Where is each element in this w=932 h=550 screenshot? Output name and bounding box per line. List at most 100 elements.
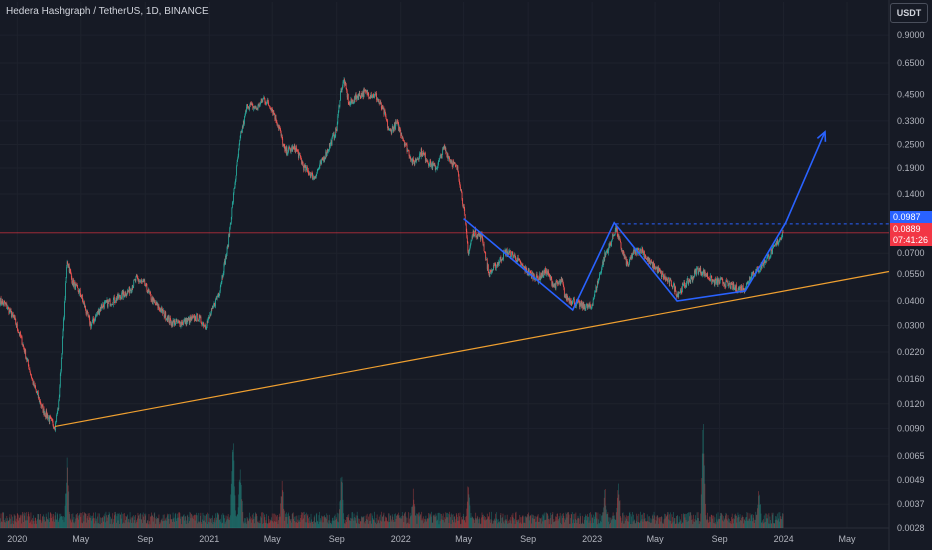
candle-body: [749, 277, 751, 281]
candle-body: [630, 257, 632, 259]
candle-body: [533, 273, 535, 277]
volume-bar: [28, 513, 30, 528]
candle-body: [497, 261, 499, 267]
candle-body: [385, 112, 386, 116]
volume-bar: [337, 521, 339, 528]
volume-bar: [530, 523, 532, 528]
volume-bar: [305, 513, 307, 528]
volume-bar: [68, 511, 70, 528]
candle-body: [203, 322, 204, 327]
volume-bar: [293, 516, 295, 528]
candle-body: [335, 127, 337, 131]
volume-bar: [529, 516, 531, 528]
volume-bar: [18, 520, 19, 528]
candle-body: [390, 129, 392, 130]
time-axis[interactable]: 2020 May Sep 2021 May Sep 2022 May Sep 2023 May Sep…: [7, 534, 856, 544]
candle-body: [375, 93, 377, 95]
candle-body: [365, 91, 367, 92]
candle-body: [750, 278, 752, 280]
volume-bar: [678, 516, 680, 528]
candle-body: [269, 105, 270, 107]
volume-bar: [135, 523, 137, 528]
volume-bar: [226, 518, 228, 528]
candle-body: [477, 233, 479, 235]
volume-bar: [249, 512, 251, 528]
candle-body: [556, 281, 557, 282]
volume-bar: [53, 519, 55, 528]
volume-bar: [47, 512, 49, 528]
volume-bar: [755, 511, 757, 528]
volume-bar: [216, 517, 217, 528]
volume-bar: [178, 517, 180, 528]
candle-body: [165, 319, 167, 321]
candle-body: [292, 146, 294, 148]
candle-body: [545, 273, 547, 275]
volume-bar: [512, 516, 513, 528]
candle-body: [131, 290, 133, 292]
candle-body: [485, 252, 487, 260]
candle-body: [770, 249, 772, 256]
volume-bar: [713, 515, 715, 528]
volume-bar: [239, 479, 241, 528]
candle-body: [334, 136, 336, 137]
volume-bar: [233, 443, 234, 528]
volume-bar: [338, 509, 340, 528]
candle-body: [479, 232, 481, 236]
candle-body: [660, 270, 662, 277]
candle-body: [474, 228, 476, 232]
volume-bar: [507, 523, 509, 528]
currency-unit-button[interactable]: USDT: [890, 3, 928, 23]
volume-bar: [594, 516, 596, 528]
candle-body: [401, 134, 403, 139]
candle-body: [385, 115, 387, 120]
volume-bar: [37, 513, 39, 528]
candle-body: [469, 246, 471, 249]
volume-bar: [9, 514, 11, 528]
price-axis[interactable]: 0.90000.65000.45000.33000.25000.19000.14…: [897, 30, 925, 533]
volume-bar: [407, 522, 408, 528]
candle-body: [394, 122, 396, 130]
candle-body: [336, 130, 338, 131]
candle-body: [193, 315, 195, 317]
candle-body: [255, 106, 256, 108]
candle-body: [646, 258, 648, 260]
candle-body: [248, 107, 250, 109]
candle-body: [54, 429, 56, 431]
volume-bar: [241, 499, 243, 528]
volume-bar: [236, 514, 238, 528]
candle-body: [711, 279, 713, 284]
candle-body: [419, 153, 420, 158]
candle-body: [363, 89, 365, 97]
volume-bar: [707, 512, 708, 528]
volume-bar: [464, 516, 466, 528]
volume-bar: [509, 522, 511, 528]
candle-body: [537, 277, 539, 283]
candle-body: [154, 301, 156, 304]
candle-body: [16, 323, 18, 330]
volume-bar: [79, 512, 81, 528]
candle-body: [308, 174, 310, 175]
candle-body: [164, 312, 166, 317]
candle-body: [357, 95, 359, 97]
candle-body: [407, 150, 409, 151]
volume-bar: [658, 523, 660, 528]
volume-bar: [527, 514, 528, 528]
candle-body: [639, 249, 641, 250]
candle-body: [247, 106, 249, 108]
volume-bar: [174, 521, 176, 528]
candle-body: [439, 156, 441, 159]
volume-bar: [386, 520, 388, 528]
candle-body: [764, 262, 766, 264]
candle-body: [53, 426, 55, 429]
candle-body: [172, 320, 174, 327]
volume-bar: [561, 513, 563, 528]
candle-body: [81, 295, 83, 298]
volume-bar: [393, 519, 394, 528]
volume-bar: [575, 518, 576, 528]
candle-body: [703, 270, 705, 277]
volume-bar: [180, 516, 182, 528]
candle-body: [496, 264, 498, 268]
candle-body: [124, 295, 126, 297]
volume-bar: [164, 520, 166, 528]
